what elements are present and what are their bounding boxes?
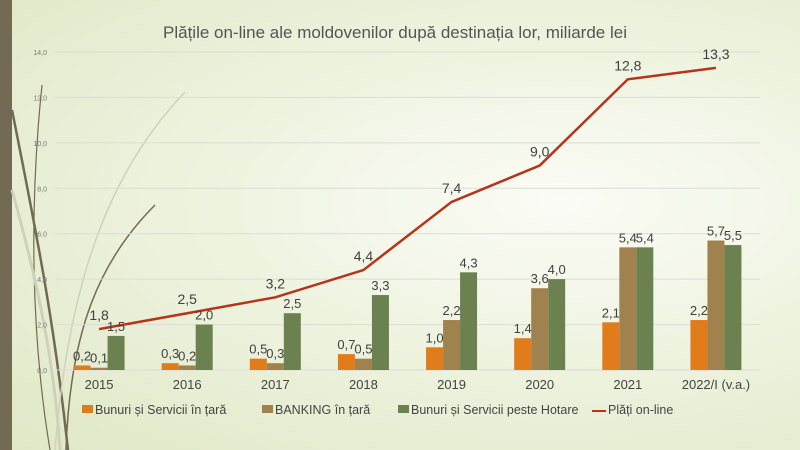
bar-2 [371, 295, 389, 370]
bar-0 [514, 338, 532, 370]
y-tick-label: 10,0 [33, 141, 47, 148]
line-series [98, 66, 717, 331]
data-label: 5,5 [724, 228, 742, 243]
y-tick-label: 4,0 [37, 277, 47, 284]
data-label: 0,3 [266, 346, 284, 361]
data-label: 4,0 [548, 262, 566, 277]
legend-swatch [82, 405, 93, 413]
line-data-label: 4,4 [354, 248, 374, 264]
data-label: 0,3 [161, 346, 179, 361]
y-tick-label: 0,0 [37, 368, 47, 375]
line-data-label: 1,8 [89, 307, 109, 323]
data-label: 0,5 [354, 342, 372, 357]
bar-1 [266, 363, 284, 370]
data-label: 1,5 [107, 319, 125, 334]
x-tick-label: 2021 [613, 377, 642, 392]
data-label: 0,1 [90, 351, 108, 366]
bar-2 [724, 245, 742, 370]
bar-1 [531, 288, 549, 370]
legend-label: Bunuri și Servicii peste Hotare [411, 403, 578, 417]
line-data-label: 3,2 [266, 275, 286, 291]
data-label: 5,4 [636, 230, 654, 245]
bar-0 [73, 365, 91, 370]
bar-0 [602, 322, 620, 370]
y-tick-label: 8,0 [37, 186, 47, 193]
x-tick-label: 2022/I (v.a.) [682, 377, 750, 392]
bar-2 [460, 272, 478, 370]
bar-1 [619, 247, 637, 370]
bar-1 [354, 358, 372, 370]
legend-swatch [262, 405, 273, 413]
x-tick-label: 2017 [261, 377, 290, 392]
bar-2 [636, 247, 654, 370]
bar-0 [426, 347, 444, 370]
decorative-curves [10, 84, 186, 450]
chart-title: Plățile on-line ale moldovenilor după de… [163, 23, 627, 42]
bar-1 [707, 240, 725, 370]
bar-1 [178, 365, 196, 370]
bar-2 [548, 279, 566, 370]
y-tick-label: 2,0 [37, 323, 47, 330]
bar-1 [90, 367, 108, 370]
x-tick-label: 2018 [349, 377, 378, 392]
data-label: 0,2 [73, 348, 91, 363]
data-label: 0,2 [178, 348, 196, 363]
y-tick-label: 12,0 [33, 95, 47, 102]
line-data-label: 13,3 [702, 46, 729, 62]
legend-label: Bunuri și Servicii în țară [95, 403, 226, 417]
bar-0 [337, 354, 355, 370]
x-tick-label: 2015 [85, 377, 114, 392]
decorative-side-strip [0, 0, 12, 450]
bar-2 [107, 335, 125, 370]
legend-label: BANKING în țară [275, 403, 370, 417]
x-tick-label: 2019 [437, 377, 466, 392]
bar-0 [690, 320, 708, 370]
data-label: 3,3 [371, 278, 389, 293]
data-label: 5,4 [619, 230, 637, 245]
data-label: 5,7 [707, 224, 725, 239]
legend-swatch [398, 405, 409, 413]
data-label: 2,0 [195, 308, 213, 323]
bar-2 [195, 324, 213, 370]
line-data-label: 9,0 [530, 144, 550, 160]
data-label: 4,3 [460, 255, 478, 270]
bar-0 [161, 363, 179, 370]
legend-label: Plăți on-line [608, 403, 673, 417]
data-label: 1,0 [426, 330, 444, 345]
y-tick-label: 6,0 [37, 232, 47, 239]
data-label: 3,6 [531, 271, 549, 286]
x-tick-label: 2020 [525, 377, 554, 392]
data-label: 2,1 [602, 305, 620, 320]
line-data-label: 12,8 [614, 57, 641, 73]
bar-0 [249, 358, 267, 370]
line-data-label: 2,5 [177, 291, 197, 307]
data-label: 0,5 [249, 342, 267, 357]
bar-1 [443, 320, 461, 370]
data-label: 0,7 [337, 337, 355, 352]
data-label: 2,2 [443, 303, 461, 318]
line-data-label: 7,4 [442, 180, 462, 196]
bar-2 [283, 313, 301, 370]
x-tick-label: 2016 [173, 377, 202, 392]
data-label: 1,4 [514, 321, 532, 336]
data-label: 2,2 [690, 303, 708, 318]
y-tick-label: 14,0 [33, 50, 47, 57]
data-label: 2,5 [283, 296, 301, 311]
